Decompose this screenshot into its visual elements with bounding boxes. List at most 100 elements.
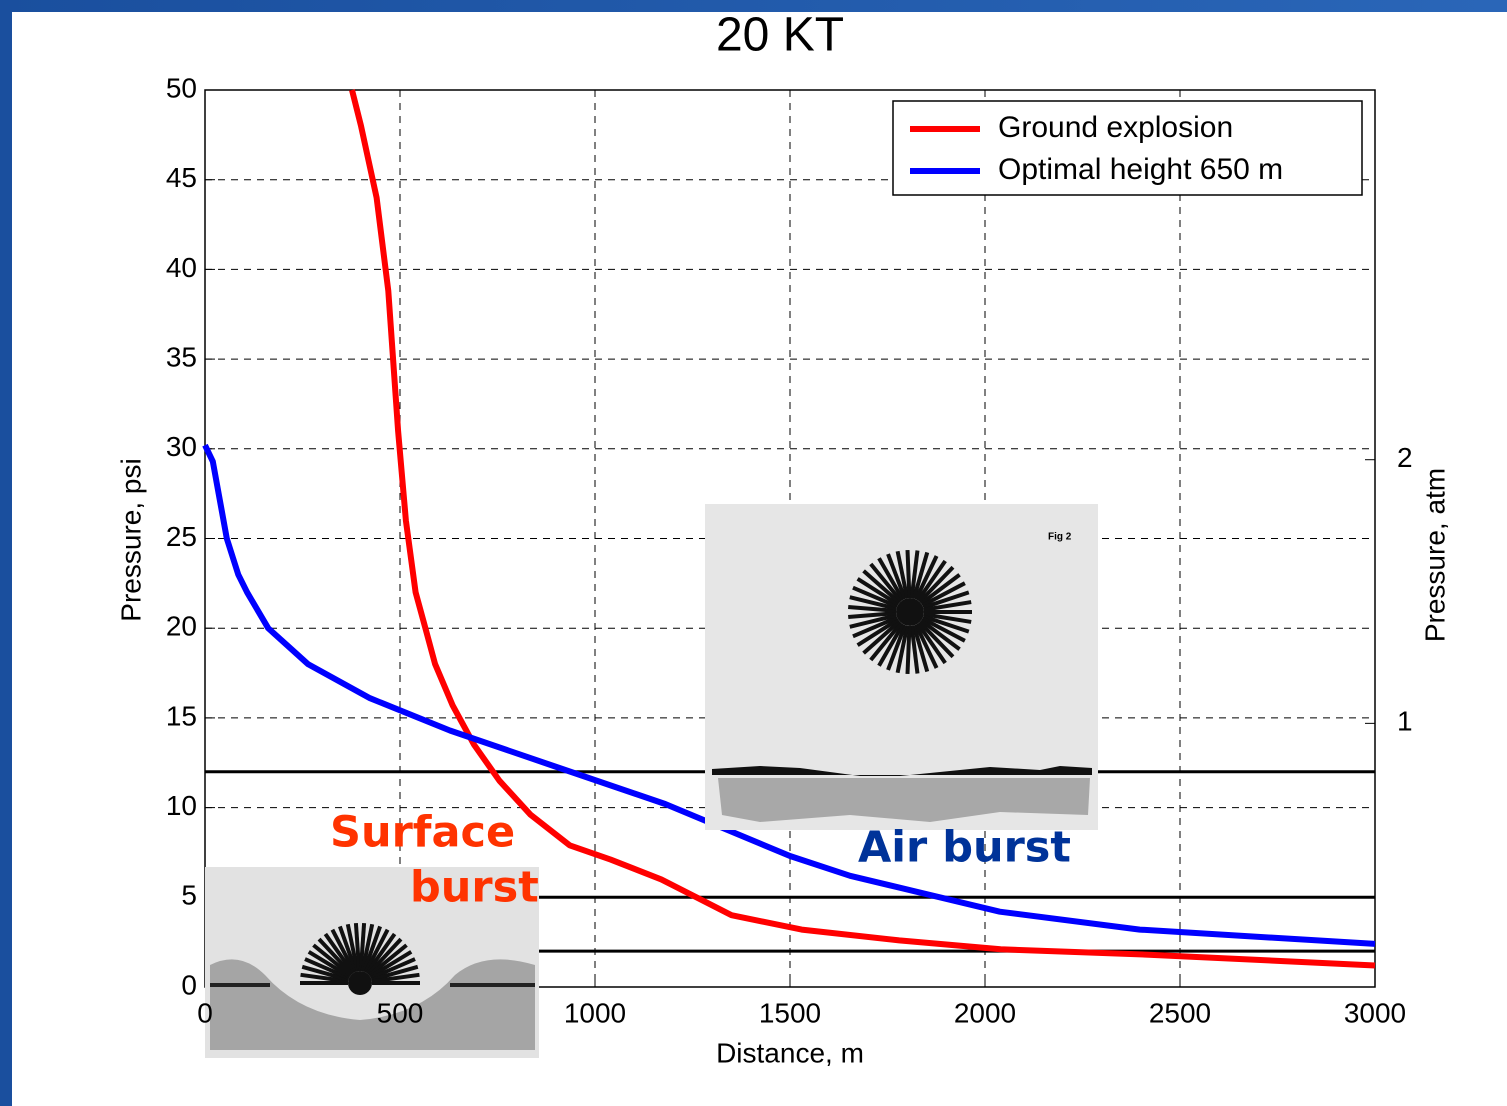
annotation: burst	[410, 863, 539, 913]
burst-ray	[886, 624, 907, 671]
burst-layer	[300, 549, 972, 995]
burst-ray	[914, 555, 939, 601]
burst-ray	[886, 553, 907, 600]
y-tick-label: 30	[166, 431, 197, 462]
burst-ray	[895, 625, 910, 674]
burst-ray	[371, 972, 420, 984]
burst-ray	[849, 613, 897, 629]
burst-ray	[916, 559, 947, 602]
burst-ray	[895, 550, 910, 599]
burst-ray	[918, 565, 955, 604]
series-line	[202, 443, 1376, 947]
y-tick-label: 25	[166, 521, 197, 552]
burst-ray	[301, 964, 349, 982]
series-line	[349, 89, 1376, 969]
annotation: Surface	[330, 808, 515, 858]
burst-ray	[366, 937, 403, 976]
burst-ray	[919, 618, 961, 651]
y2-tick-label: 2	[1397, 442, 1413, 473]
burst-ray	[922, 590, 970, 610]
burst-ray	[300, 972, 349, 984]
x-tick-label: 1000	[564, 997, 626, 1028]
burst-ray	[360, 923, 375, 972]
y-tick-label: 15	[166, 700, 197, 731]
inset-horizon	[712, 766, 1092, 776]
y-tick-label: 45	[166, 162, 197, 193]
burst-ray	[323, 932, 355, 975]
burst-ray	[869, 621, 903, 662]
burst-ray	[918, 620, 955, 659]
burst-ray	[862, 569, 901, 605]
burst-ray	[877, 557, 905, 601]
plot-frame	[204, 89, 1376, 988]
burst-ray	[365, 932, 397, 975]
burst-ray	[869, 562, 903, 603]
burst-ray	[330, 928, 357, 974]
y2-axis-label: Pressure, atm	[1419, 468, 1450, 642]
x-tick-label: 3000	[1344, 997, 1406, 1028]
y-tick-label: 0	[181, 969, 197, 1000]
y-axis-label: Pressure, psi	[115, 458, 146, 621]
annotation: Air burst	[858, 823, 1071, 873]
legend: Ground explosion Optimal height 650 m	[892, 100, 1363, 196]
inset-layer: Fig 2	[205, 504, 1098, 1058]
x-tick-label: 1500	[759, 997, 821, 1028]
burst-ray	[911, 624, 930, 673]
y-tick-label: 35	[166, 341, 197, 372]
burst-ray	[345, 923, 360, 972]
inset-ground	[718, 778, 1090, 822]
x-tick-label: 500	[377, 997, 424, 1028]
x-tick-label: 2000	[954, 997, 1016, 1028]
burst-ray	[338, 925, 358, 973]
legend-label: Optimal height 650 m	[998, 153, 1283, 186]
burst-ray	[362, 925, 382, 973]
burst-ray	[852, 615, 898, 639]
burst-ray	[848, 611, 897, 619]
y-tick-label: 50	[166, 72, 197, 103]
chart-title: 20 KT	[716, 9, 844, 62]
burst-ray	[862, 619, 901, 655]
burst-ray	[849, 595, 897, 611]
burst-ray	[353, 923, 362, 972]
burst-ray	[368, 943, 408, 977]
x-tick-label: 0	[197, 997, 213, 1028]
series-layer	[202, 89, 1376, 969]
burst-ray	[909, 550, 920, 599]
inset-ground	[210, 959, 535, 1050]
y2-tick-label: 1	[1397, 706, 1413, 737]
y-tick-label: 40	[166, 252, 197, 283]
burst-ray	[914, 623, 939, 669]
burst-ray	[370, 957, 416, 981]
burst-ray	[923, 600, 972, 612]
burst-ray	[905, 549, 912, 599]
x-axis-label: Distance, m	[716, 1037, 864, 1068]
burst-ray	[856, 617, 900, 647]
burst-core	[348, 971, 372, 995]
burst-ray	[317, 937, 354, 976]
burst-ray	[312, 943, 352, 977]
y-tick-label: 5	[181, 880, 197, 911]
burst-ray	[922, 614, 970, 634]
x-tick-label: 2500	[1149, 997, 1211, 1028]
burst-core	[896, 598, 924, 626]
burst-ray	[363, 928, 390, 974]
burst-ray	[911, 551, 930, 600]
burst-ray	[877, 623, 905, 667]
burst-ray	[848, 605, 897, 613]
burst-ray	[905, 625, 912, 675]
burst-ray	[921, 616, 966, 643]
burst-ray	[852, 585, 898, 609]
burst-ray	[307, 950, 351, 979]
y-tick-label: 10	[166, 790, 197, 821]
burst-ray	[369, 950, 413, 979]
burst-ray	[919, 573, 961, 606]
legend-box	[892, 100, 1363, 196]
burst-ray	[856, 577, 900, 607]
legend-label: Ground explosion	[998, 111, 1233, 144]
burst-ray	[371, 964, 419, 982]
burst-ray	[304, 957, 350, 981]
burst-ray	[923, 612, 972, 624]
